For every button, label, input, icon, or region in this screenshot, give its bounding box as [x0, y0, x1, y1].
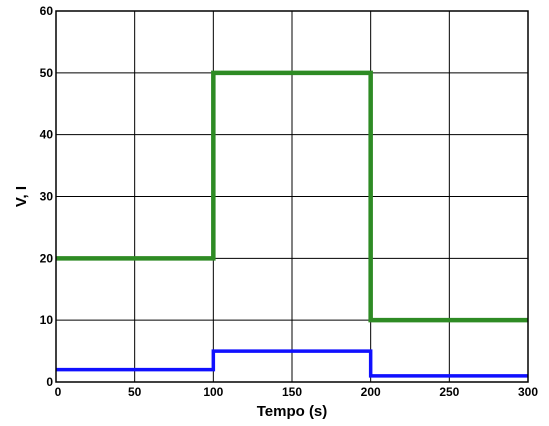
x-tick-label: 100 — [203, 385, 223, 399]
x-tick-labels: 0 50 100 150 200 250 300 — [55, 385, 539, 399]
y-tick-label: 60 — [40, 4, 54, 18]
y-tick-label: 0 — [46, 375, 53, 389]
series-line-2 — [56, 349, 528, 378]
series-line-1 — [56, 70, 528, 323]
x-tick-label: 50 — [128, 385, 142, 399]
y-tick-label: 20 — [40, 251, 54, 265]
x-tick-label: 250 — [439, 385, 459, 399]
x-tick-label: 0 — [55, 385, 62, 399]
series-lines — [56, 70, 528, 378]
y-tick-label: 40 — [40, 128, 54, 142]
y-axis-title: V, I — [13, 186, 30, 207]
x-tick-label: 150 — [282, 385, 302, 399]
x-tick-label: 300 — [518, 385, 538, 399]
y-tick-label: 10 — [40, 313, 54, 327]
y-tick-labels: 0 10 20 30 40 50 60 — [40, 4, 54, 389]
plot-frame — [55, 10, 529, 383]
x-tick-label: 200 — [361, 385, 381, 399]
grid-lines — [55, 10, 529, 383]
y-tick-label: 30 — [40, 190, 54, 204]
y-tick-label: 50 — [40, 66, 54, 80]
x-axis-title: Tempo (s) — [257, 403, 328, 420]
